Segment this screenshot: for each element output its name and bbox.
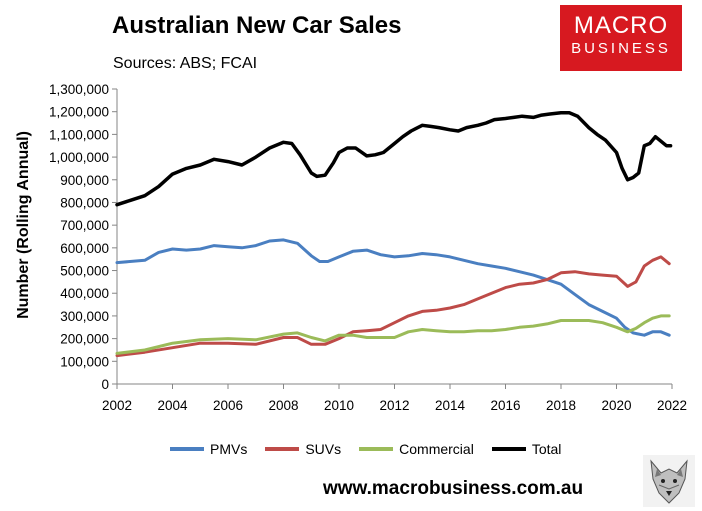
x-tick-label: 2012 xyxy=(379,398,409,413)
legend-swatch xyxy=(265,447,300,451)
x-tick-label: 2002 xyxy=(102,398,132,413)
x-tick-label: 2022 xyxy=(657,398,687,413)
legend-label: Total xyxy=(531,441,562,457)
x-axis: 2002 2004 2006 2008 2010 2012 2014 2016 2018 2020… xyxy=(102,383,687,413)
legend-item-pmvs: PMVs xyxy=(170,441,247,457)
legend-label: PMVs xyxy=(210,441,248,457)
legend-item-commercial: Commercial xyxy=(359,441,474,457)
series-line-commercial xyxy=(115,314,671,355)
series-line-suvs xyxy=(115,255,671,358)
y-tick-label: 700,000 xyxy=(60,218,109,233)
y-tick-label: 600,000 xyxy=(60,241,109,256)
x-tick-label: 2018 xyxy=(546,398,576,413)
legend-label: SUVs xyxy=(305,441,342,457)
chart-legend: PMVs SUVs Commercial Total xyxy=(170,441,561,457)
chart-subtitle: Sources: ABS; FCAI xyxy=(113,55,258,72)
legend-item-suvs: SUVs xyxy=(265,441,341,457)
legend-swatch xyxy=(170,447,204,451)
series-line-pmvs xyxy=(115,238,671,337)
y-tick-label: 100,000 xyxy=(60,354,109,369)
x-tick-label: 2014 xyxy=(435,398,466,413)
macrobusiness-logo: MACRO BUSINESS xyxy=(560,5,682,71)
plot-area xyxy=(115,111,673,358)
y-tick-label: 1,300,000 xyxy=(49,82,109,97)
legend-swatch xyxy=(491,447,526,451)
y-tick-label: 900,000 xyxy=(60,173,109,188)
y-axis: 0 100,000 200,000 300,000 400,000 500,000 600,… xyxy=(49,82,118,392)
y-tick-label: 800,000 xyxy=(60,195,109,210)
legend-label: Commercial xyxy=(399,441,474,457)
y-axis-label: Number (Rolling Annual) xyxy=(15,131,32,319)
website-url: www.macrobusiness.com.au xyxy=(323,478,584,499)
legend-swatch xyxy=(359,447,394,451)
y-tick-label: 200,000 xyxy=(60,332,109,347)
y-tick-label: 500,000 xyxy=(60,264,109,279)
x-tick-label: 2004 xyxy=(157,398,188,413)
y-tick-label: 400,000 xyxy=(60,286,109,301)
wolf-mascot-icon xyxy=(643,455,695,507)
x-tick-label: 2006 xyxy=(213,398,243,413)
x-tick-label: 2020 xyxy=(601,398,631,413)
y-tick-label: 0 xyxy=(101,377,109,392)
y-tick-label: 300,000 xyxy=(60,309,109,324)
logo-line-1: MACRO xyxy=(573,12,669,39)
x-tick-label: 2016 xyxy=(490,398,520,413)
x-tick-label: 2008 xyxy=(268,398,298,413)
y-tick-label: 1,100,000 xyxy=(49,127,109,142)
series-line-total xyxy=(115,111,673,207)
chart-title: Australian New Car Sales xyxy=(112,12,402,39)
x-tick-label: 2010 xyxy=(324,398,354,413)
legend-item-total: Total xyxy=(491,441,562,457)
logo-line-2: BUSINESS xyxy=(571,40,671,57)
y-tick-label: 1,200,000 xyxy=(49,105,109,120)
y-tick-label: 1,000,000 xyxy=(49,150,109,165)
